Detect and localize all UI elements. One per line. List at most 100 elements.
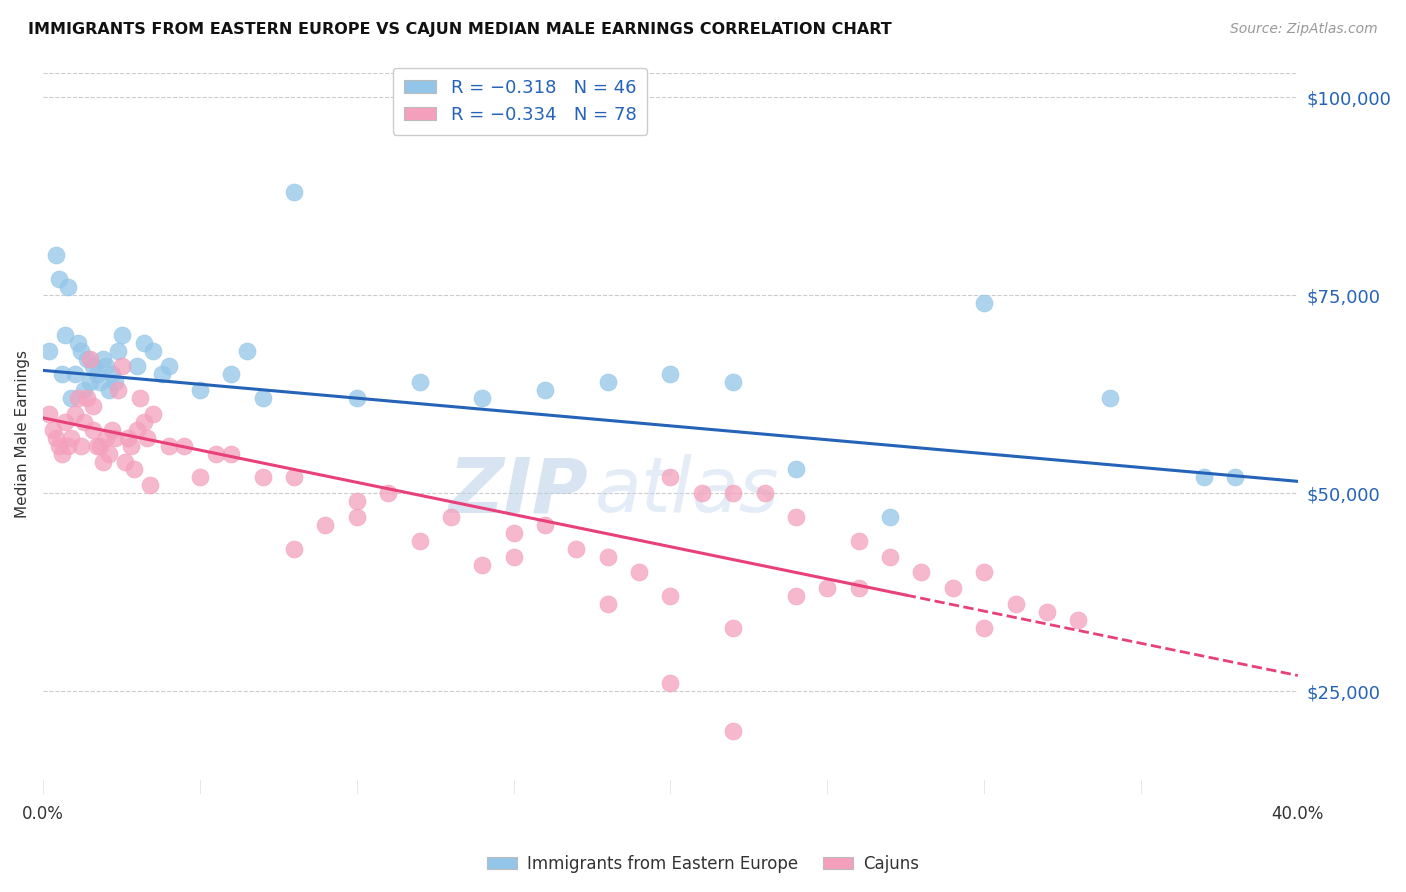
- Point: [58, 280, 80, 294]
- Point: [1004, 597, 1026, 611]
- Point: [127, 423, 149, 437]
- Point: [73, 383, 96, 397]
- Point: [1098, 391, 1121, 405]
- Point: [596, 549, 619, 564]
- Point: [110, 359, 132, 374]
- Point: [848, 582, 870, 596]
- Point: [82, 359, 104, 374]
- Point: [754, 486, 776, 500]
- Point: [690, 486, 713, 500]
- Point: [63, 368, 86, 382]
- Point: [502, 525, 524, 540]
- Point: [107, 343, 129, 358]
- Point: [596, 376, 619, 390]
- Point: [283, 470, 305, 484]
- Point: [471, 558, 494, 572]
- Point: [659, 368, 682, 382]
- Point: [721, 486, 744, 500]
- Point: [157, 359, 180, 374]
- Point: [252, 470, 274, 484]
- Point: [659, 470, 682, 484]
- Point: [973, 566, 995, 580]
- Point: [721, 376, 744, 390]
- Point: [98, 447, 121, 461]
- Point: [48, 439, 70, 453]
- Point: [377, 486, 399, 500]
- Point: [53, 415, 76, 429]
- Point: [63, 407, 86, 421]
- Point: [86, 368, 108, 382]
- Point: [236, 343, 259, 358]
- Point: [82, 399, 104, 413]
- Point: [66, 335, 89, 350]
- Point: [129, 391, 152, 405]
- Point: [76, 391, 98, 405]
- Point: [101, 423, 124, 437]
- Y-axis label: Median Male Earnings: Median Male Earnings: [15, 350, 30, 517]
- Point: [82, 423, 104, 437]
- Point: [48, 272, 70, 286]
- Point: [565, 541, 588, 556]
- Point: [534, 383, 557, 397]
- Point: [79, 376, 101, 390]
- Point: [38, 343, 60, 358]
- Point: [76, 351, 98, 366]
- Point: [79, 351, 101, 366]
- Point: [110, 327, 132, 342]
- Point: [104, 376, 127, 390]
- Point: [89, 439, 111, 453]
- Point: [45, 431, 67, 445]
- Point: [1192, 470, 1215, 484]
- Point: [785, 510, 807, 524]
- Point: [127, 359, 149, 374]
- Point: [94, 359, 117, 374]
- Point: [120, 439, 142, 453]
- Point: [45, 248, 67, 262]
- Point: [98, 383, 121, 397]
- Point: [879, 549, 901, 564]
- Text: IMMIGRANTS FROM EASTERN EUROPE VS CAJUN MEDIAN MALE EARNINGS CORRELATION CHART: IMMIGRANTS FROM EASTERN EUROPE VS CAJUN …: [28, 22, 891, 37]
- Point: [132, 415, 155, 429]
- Point: [157, 439, 180, 453]
- Point: [117, 431, 139, 445]
- Point: [73, 415, 96, 429]
- Point: [659, 676, 682, 690]
- Point: [188, 470, 211, 484]
- Point: [53, 327, 76, 342]
- Point: [107, 383, 129, 397]
- Point: [135, 431, 157, 445]
- Point: [188, 383, 211, 397]
- Point: [114, 454, 136, 468]
- Point: [815, 582, 838, 596]
- Point: [142, 407, 165, 421]
- Point: [252, 391, 274, 405]
- Legend: R = −0.318   N = 46, R = −0.334   N = 78: R = −0.318 N = 46, R = −0.334 N = 78: [392, 68, 647, 135]
- Point: [1067, 613, 1090, 627]
- Point: [69, 343, 91, 358]
- Point: [879, 510, 901, 524]
- Point: [221, 447, 243, 461]
- Point: [628, 566, 651, 580]
- Point: [848, 533, 870, 548]
- Point: [173, 439, 195, 453]
- Point: [408, 533, 430, 548]
- Point: [221, 368, 243, 382]
- Point: [346, 494, 368, 508]
- Point: [94, 431, 117, 445]
- Point: [596, 597, 619, 611]
- Point: [973, 621, 995, 635]
- Point: [942, 582, 965, 596]
- Point: [51, 368, 73, 382]
- Point: [471, 391, 494, 405]
- Point: [408, 376, 430, 390]
- Point: [721, 723, 744, 738]
- Point: [104, 431, 127, 445]
- Point: [502, 549, 524, 564]
- Point: [973, 296, 995, 310]
- Point: [346, 391, 368, 405]
- Point: [139, 478, 162, 492]
- Point: [910, 566, 932, 580]
- Point: [132, 335, 155, 350]
- Point: [721, 621, 744, 635]
- Point: [69, 439, 91, 453]
